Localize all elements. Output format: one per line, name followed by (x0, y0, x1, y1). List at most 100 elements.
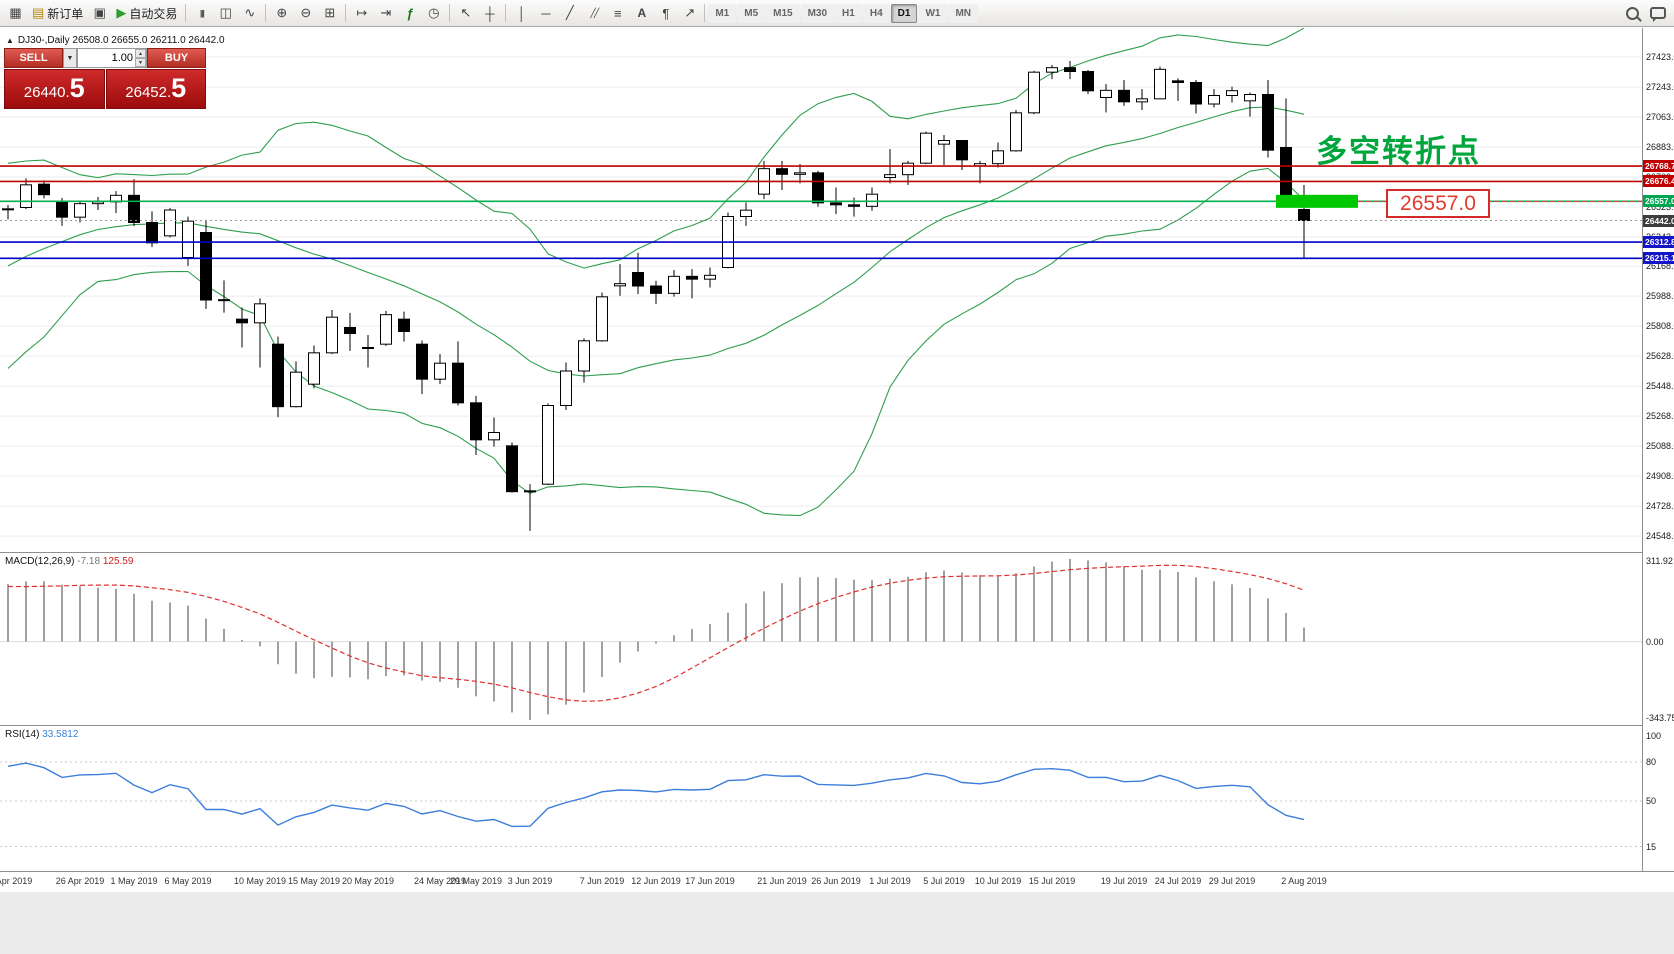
sell-price-main: 26440. (23, 84, 70, 101)
timeframe-toolbar: M1 M5 M15 M30 H1 H4 D1 W1 MN (708, 3, 978, 23)
line-chart-button[interactable]: ∿ (238, 3, 261, 24)
trendline-button[interactable]: ╱ (558, 3, 581, 24)
date-axis-label: 26 Jun 2019 (811, 876, 861, 886)
date-axis-label: 10 May 2019 (233, 876, 287, 886)
date-axis-label: 26 Apr 2019 (55, 876, 105, 886)
toolbar-separator (505, 4, 507, 22)
rsi-panel-canvas[interactable] (0, 726, 1642, 871)
bar-chart-button[interactable]: ||| (190, 3, 213, 24)
rsi-axis-label: 50 (1646, 796, 1657, 806)
panel-splitter[interactable] (0, 552, 1642, 553)
price-level-badge: 26312.8 (1643, 236, 1674, 249)
auto-scroll-button[interactable]: ↦ (350, 3, 373, 24)
new-order-label: 新订单 (47, 6, 84, 21)
chart-shift-icon: ⇥ (380, 5, 392, 20)
price-axis-tick: 24548.0 (1646, 531, 1674, 542)
tile-windows-button[interactable]: ⊞ (318, 3, 341, 24)
zoom-out-button[interactable]: ⊖ (294, 3, 317, 24)
timeframe-button-H1[interactable]: H1 (835, 3, 862, 23)
date-axis-label: 6 May 2019 (164, 876, 212, 886)
date-axis-label: 20 May 2019 (341, 876, 395, 886)
buy-price-big-digit: 5 (171, 73, 187, 103)
clock-button[interactable]: ◷ (422, 3, 445, 24)
current-price-badge: 26442.0 (1643, 214, 1674, 227)
date-axis-label: 29 May 2019 (449, 876, 503, 886)
new-order-button[interactable]: ▤ 新订单 (28, 3, 87, 24)
search-button[interactable] (1621, 3, 1644, 24)
volume-field: ▲ ▼ (77, 48, 147, 68)
timeframe-button-H4[interactable]: H4 (862, 3, 890, 23)
price-axis-tick: 26883.0 (1646, 142, 1674, 152)
zoom-in-button[interactable]: ⊕ (270, 3, 293, 24)
horizontal-line-icon: ─ (541, 5, 551, 21)
buy-button[interactable]: BUY (147, 48, 206, 68)
price-axis-tick: 27243.0 (1646, 82, 1674, 92)
chart-shift-button[interactable]: ⇥ (374, 3, 397, 24)
profiles-button[interactable]: ▣ (88, 3, 111, 24)
price-axis-tick: 26168.0 (1646, 261, 1674, 272)
macd-axis-label: -343.75 (1646, 713, 1674, 723)
new-chart-icon: ▦ (9, 5, 22, 20)
rsi-indicator-label: RSI(14) 33.5812 (5, 729, 78, 740)
channel-button[interactable]: ╱╱ (582, 3, 605, 24)
indicators-icon: ƒ (406, 5, 414, 21)
toolbar-separator (449, 4, 451, 22)
community-button[interactable] (1646, 3, 1670, 24)
candlestick-chart-button[interactable]: ◫ (214, 3, 237, 24)
bollinger-band-mid (7, 106, 1305, 377)
new-chart-button[interactable]: ▦ (4, 3, 27, 24)
horizontal-line-button[interactable]: ─ (534, 3, 557, 24)
price-callout-box[interactable]: 26557.0 (1386, 189, 1490, 218)
one-click-trading-panel: SELL ▼ ▲ ▼ BUY 26440.5 26452.5 (4, 48, 206, 109)
main-chart-canvas[interactable] (0, 28, 1642, 553)
cursor-button[interactable]: ↖ (454, 3, 477, 24)
macd-panel-canvas[interactable] (0, 553, 1642, 726)
time-axis[interactable]: 22 Apr 2019 26 Apr 2019 1 May 2019 6 May 20… (0, 871, 1674, 892)
timeframe-button-W1[interactable]: W1 (918, 3, 948, 23)
volume-input[interactable] (78, 49, 135, 67)
date-axis-label: 7 Jun 2019 (579, 876, 625, 886)
timeframe-button-D1[interactable]: D1 (890, 3, 918, 23)
sell-price-display[interactable]: 26440. 5 (4, 69, 105, 109)
fibonacci-button[interactable]: ≡ (606, 3, 629, 24)
volume-increase-button[interactable]: ▲ (135, 49, 146, 58)
price-axis[interactable]: 27423.027243.027063.026883.026703.026523… (1642, 28, 1674, 871)
arrows-button[interactable]: ↗ (678, 3, 701, 24)
order-options-dropdown[interactable]: ▼ (63, 48, 77, 68)
date-axis-label: 24 Jul 2019 (1154, 876, 1202, 886)
cursor-icon: ↖ (460, 5, 472, 20)
text-label-icon: ¶ (662, 5, 670, 21)
timeframe-button-M1[interactable]: M1 (708, 3, 737, 23)
one-click-toggle-icon[interactable]: ▲ (6, 36, 14, 45)
autotrading-button[interactable]: ▶ 自动交易 (112, 3, 181, 24)
price-axis-tick: 25088.0 (1646, 441, 1674, 452)
timeframe-button-MN[interactable]: MN (948, 3, 978, 23)
date-axis-label: 22 Apr 2019 (0, 876, 33, 886)
timeframe-button-M30[interactable]: M30 (800, 3, 835, 23)
price-level-badge: 26557.0 (1643, 195, 1674, 208)
zoom-out-icon: ⊖ (300, 5, 312, 20)
buy-price-display[interactable]: 26452. 5 (105, 69, 206, 109)
timeframe-button-M15[interactable]: M15 (766, 3, 800, 23)
highlight-bar[interactable] (1276, 194, 1358, 208)
panel-splitter[interactable] (0, 725, 1642, 726)
volume-decrease-button[interactable]: ▼ (135, 58, 146, 67)
autotrading-label: 自动交易 (129, 6, 178, 21)
macd-signal-value: 125.59 (102, 556, 134, 567)
text-button[interactable]: A (630, 3, 653, 24)
indicators-button[interactable]: ƒ (398, 3, 421, 24)
price-axis-tick: 25808.0 (1646, 321, 1674, 332)
turning-point-annotation[interactable]: 多空转折点 (1316, 134, 1481, 170)
toolbar-buttons: ▦ ▤ 新订单 ▣ ▶ 自动交易 ||| ◫ ∿ ⊕ ⊖ ⊞ ↦ ⇥ ƒ ◷ ↖ ┼ │ ─ ╱ ╱╱ ≡ A ¶ ↗ (4, 3, 701, 24)
crosshair-button[interactable]: ┼ (478, 3, 501, 24)
timeframe-button-M5[interactable]: M5 (737, 3, 766, 23)
vertical-line-button[interactable]: │ (510, 3, 533, 24)
text-label-button[interactable]: ¶ (654, 3, 677, 24)
price-axis-tick: 27423.0 (1646, 52, 1674, 62)
toolbar: ▦ ▤ 新订单 ▣ ▶ 自动交易 ||| ◫ ∿ ⊕ ⊖ ⊞ ↦ ⇥ ƒ ◷ ↖ ┼ │ ─ ╱ ╱╱ ≡ A ¶ ↗ M1 M5 M… (0, 0, 1674, 27)
price-axis-tick: 24908.0 (1646, 471, 1674, 482)
sell-button[interactable]: SELL (4, 48, 63, 68)
zoom-in-icon: ⊕ (276, 5, 288, 20)
date-axis-label: 19 Jul 2019 (1100, 876, 1148, 886)
